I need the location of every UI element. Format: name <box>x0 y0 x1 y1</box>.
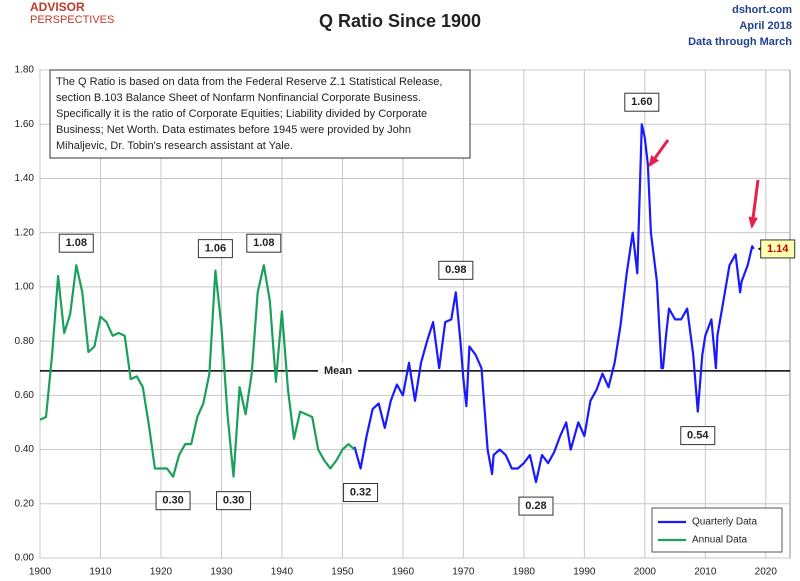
x-tick-label: 2010 <box>694 567 717 578</box>
annotation-box <box>58 233 94 253</box>
x-tick-label: 1920 <box>150 567 173 578</box>
note-box: The Q Ratio is based on data from the Fe… <box>49 69 471 159</box>
annotation: 1.14 <box>767 243 789 255</box>
y-tick-label: 0.40 <box>15 444 35 455</box>
y-tick-label: 0.80 <box>15 336 35 347</box>
y-tick-label: 1.20 <box>15 227 35 238</box>
series-line <box>353 123 755 484</box>
annotation-box <box>438 260 474 280</box>
y-tick-label: 1.00 <box>15 282 35 293</box>
chart-title: Q Ratio Since 1900 <box>319 11 481 31</box>
y-tick-label: 0.20 <box>15 498 35 509</box>
annotation-box <box>760 239 796 259</box>
legend-label: Quarterly Data <box>692 517 757 528</box>
y-tick-label: 0.00 <box>15 553 35 564</box>
annotation-box <box>343 483 379 503</box>
annotation: 0.98 <box>445 264 466 276</box>
y-tick-label: 1.40 <box>15 173 35 184</box>
x-tick-label: 1950 <box>331 567 354 578</box>
annotation: 1.08 <box>253 237 274 249</box>
annotation-box <box>680 426 716 446</box>
x-tick-label: 2020 <box>755 567 778 578</box>
note-line: Specifically it is the ratio of Corporat… <box>56 108 427 120</box>
x-tick-label: 1900 <box>29 567 52 578</box>
note-frame <box>49 69 471 159</box>
x-tick-label: 1910 <box>89 567 112 578</box>
x-tick-label: 1980 <box>513 567 536 578</box>
annotation: 0.30 <box>223 495 244 507</box>
x-tick-label: 1940 <box>271 567 294 578</box>
annotation-box <box>246 233 282 253</box>
legend-frame <box>651 507 783 553</box>
note-line: Mihaljevic, Dr. Tobin's research assista… <box>56 140 293 152</box>
series-line <box>39 264 356 478</box>
annotation: 1.06 <box>205 243 226 255</box>
source: dshort.com <box>732 4 792 16</box>
note-line: The Q Ratio is based on data from the Fe… <box>56 76 442 88</box>
mean-label-bg <box>318 362 358 379</box>
annotation: 0.54 <box>687 430 709 442</box>
x-tick-label: 1960 <box>392 567 415 578</box>
annotation-box <box>197 239 233 259</box>
note-line: Business; Net Worth. Data estimates befo… <box>56 124 411 136</box>
y-tick-label: 1.80 <box>15 65 35 76</box>
y-tick-label: 1.60 <box>15 119 35 130</box>
annotation-box <box>155 491 191 511</box>
note-line: section B.103 Balance Sheet of Nonfarm N… <box>56 92 421 104</box>
x-tick-label: 1990 <box>573 567 596 578</box>
x-tick-label: 1930 <box>210 567 233 578</box>
logo-bottom: PERSPECTIVES <box>30 14 114 26</box>
annotation-box <box>518 496 554 516</box>
logo-top: ADVISOR <box>30 0 85 14</box>
annotation: 1.08 <box>66 237 87 249</box>
legend: Quarterly Data Annual Data <box>651 507 783 553</box>
x-tick-label: 2000 <box>634 567 657 578</box>
annotation-box <box>216 491 252 511</box>
source-through: Data through March <box>688 36 792 48</box>
annotation: 0.32 <box>350 486 371 498</box>
arrow-head <box>748 216 758 229</box>
annotation: 1.60 <box>631 96 652 108</box>
y-tick-label: 0.60 <box>15 390 35 401</box>
annotation: 0.30 <box>162 495 183 507</box>
mean-label: Mean <box>324 365 352 377</box>
source-date: April 2018 <box>739 20 792 32</box>
x-tick-label: 1970 <box>452 567 475 578</box>
annotation: 0.28 <box>525 500 546 512</box>
arrow-head <box>648 155 660 168</box>
legend-label: Annual Data <box>692 535 747 546</box>
annotation-box <box>624 92 660 112</box>
